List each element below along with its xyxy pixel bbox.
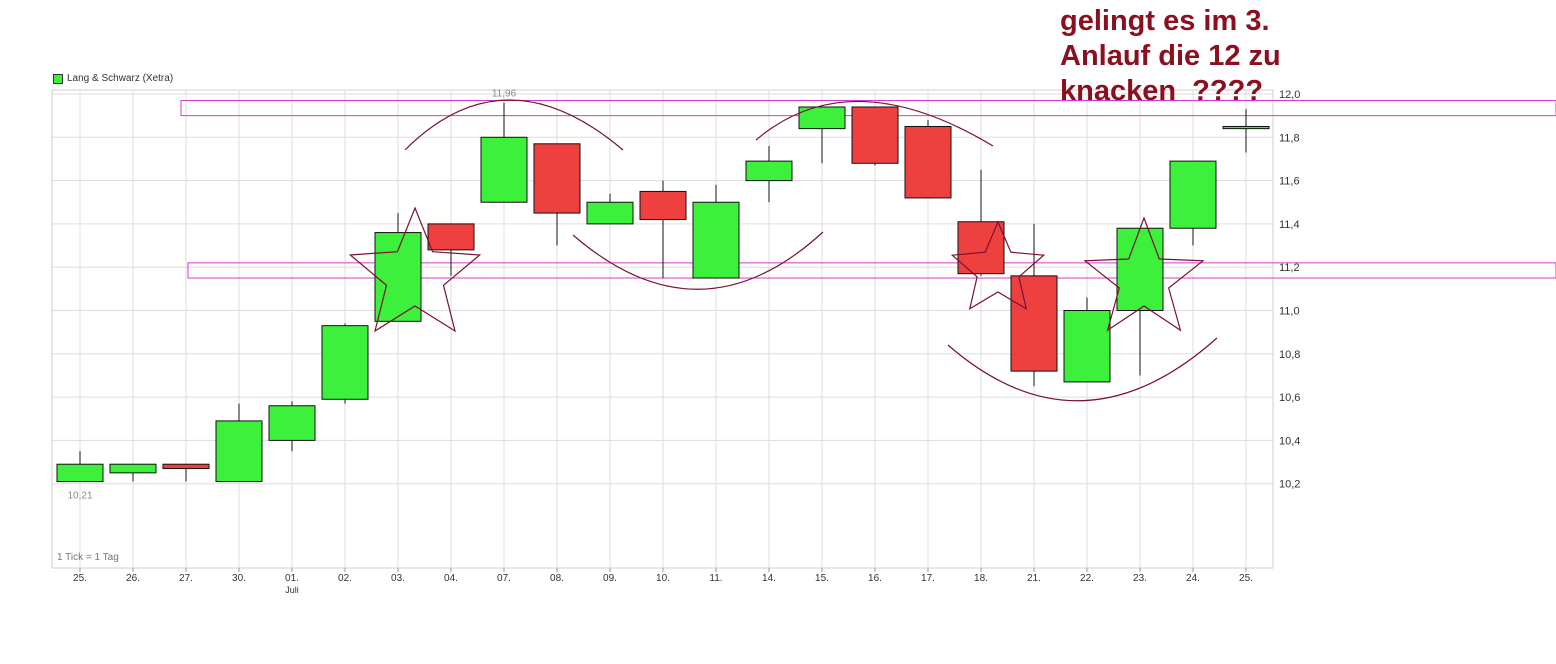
candle-body (480, 136, 528, 203)
trend-arc (572, 231, 824, 290)
x-tick-label: 26. (126, 573, 140, 584)
x-tick-label: 17. (921, 573, 935, 584)
x-tick-label: 14. (762, 573, 776, 584)
x-tick-label: 23. (1133, 573, 1147, 584)
user-annotation-text: gelingt es im 3. Anlauf die 12 zu knacke… (1060, 5, 1281, 107)
legend-swatch-icon (53, 73, 63, 84)
trend-arc (404, 99, 624, 151)
candle-body (56, 463, 104, 483)
x-tick-label: 25. (1239, 573, 1253, 584)
candle-body (692, 201, 740, 279)
candle-body (586, 201, 634, 225)
y-tick-label: 11,6 (1279, 176, 1300, 188)
candle-body (533, 143, 581, 214)
y-tick-label: 10,6 (1279, 392, 1300, 404)
y-tick-label: 11,2 (1279, 262, 1300, 274)
y-tick-label: 11,4 (1279, 219, 1300, 231)
trend-arc (755, 100, 994, 147)
x-tick-label: 18. (974, 573, 988, 584)
candle-body (1222, 125, 1270, 130)
x-tick-label: 15. (815, 573, 829, 584)
legend: Lang & Schwarz (Xetra) (53, 73, 173, 84)
candles (56, 102, 1270, 483)
x-tick-label: 10. (656, 573, 670, 584)
candle-body (1116, 227, 1164, 311)
star-icon (1083, 216, 1205, 332)
y-tick-label: 10,4 (1279, 435, 1300, 447)
month-label: Juli (285, 585, 299, 595)
x-tick-label: 16. (868, 573, 882, 584)
candle-body (374, 232, 422, 322)
legend-label: Lang & Schwarz (Xetra) (67, 73, 174, 84)
candle-body (215, 420, 263, 483)
y-tick-label: 11,0 (1279, 306, 1300, 318)
x-tick-label: 24. (1186, 573, 1200, 584)
candle-body (1169, 160, 1217, 229)
y-tick-label: 11,8 (1279, 132, 1300, 144)
x-tick-label: 30. (232, 573, 246, 584)
x-tick-label: 07. (497, 573, 511, 584)
x-tick-label: 27. (179, 573, 193, 584)
x-tick-label: 01. (285, 573, 299, 584)
axes: 10,2 10,4 10,6 10,8 11,0 11,2 11,4 11,6 11,8 12,0… (67, 89, 1300, 595)
x-tick-label: 08. (550, 573, 564, 584)
x-tick-label: 04. (444, 573, 458, 584)
candle-body (321, 325, 369, 400)
x-tick-label: 22. (1080, 573, 1094, 584)
star-icon (950, 220, 1046, 311)
price-zone (187, 262, 1556, 279)
candle-body (109, 463, 157, 474)
x-tick-label: 09. (603, 573, 617, 584)
star-icon (348, 206, 482, 333)
candle-body (268, 405, 316, 441)
candle-body (745, 160, 793, 182)
price-annotation: 11,96 (492, 89, 517, 100)
x-tick-label: 02. (338, 573, 352, 584)
candle-body (639, 190, 687, 221)
x-tick-label: 21. (1027, 573, 1041, 584)
candle-body (162, 463, 210, 470)
x-tick-label: 25. (73, 573, 87, 584)
candle-body (851, 106, 899, 164)
candle-body (904, 125, 952, 199)
candle-body (957, 221, 1005, 275)
price-annotation: 10,21 (67, 491, 92, 502)
y-tick-label: 10,8 (1279, 349, 1300, 361)
candle-body (1010, 275, 1058, 372)
hand-drawn-annotations (348, 99, 1218, 402)
trend-arc (947, 337, 1218, 402)
y-tick-label: 10,2 (1279, 479, 1300, 491)
y-tick-label: 12,0 (1279, 89, 1300, 101)
candle-body (798, 106, 846, 130)
candle-body (427, 223, 475, 251)
tick-note: 1 Tick = 1 Tag (57, 552, 119, 563)
candle-body (1063, 310, 1111, 383)
x-tick-label: 03. (391, 573, 405, 584)
x-tick-label: 11. (709, 573, 722, 584)
